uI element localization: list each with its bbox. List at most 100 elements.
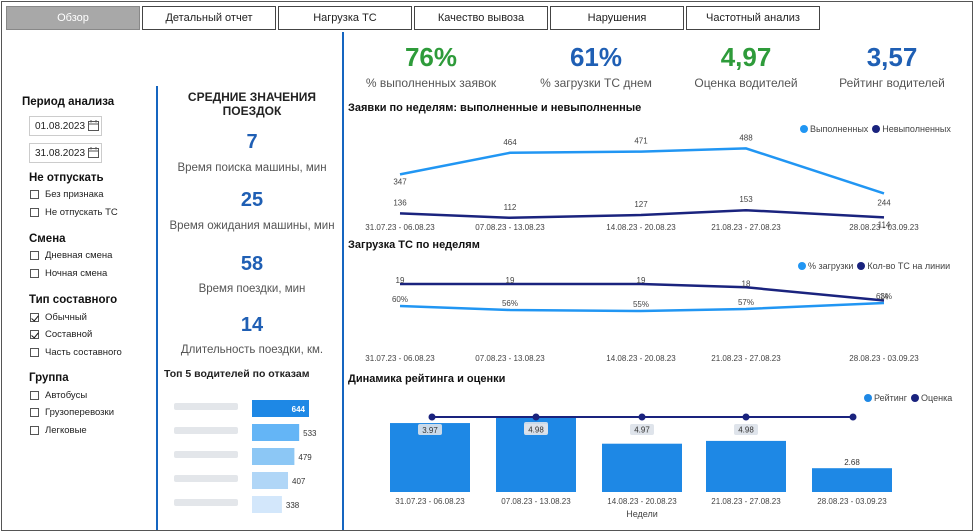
checkbox-box[interactable] [30,251,39,260]
legend-dot-vehicle-count [857,262,866,270]
legend-label-not-completed: Невыполненных [882,124,951,134]
data-label: 244 [877,198,891,207]
checkbox-day-shift[interactable]: Дневная смена [30,250,112,261]
label-bg [630,424,654,435]
data-label: 347 [393,177,407,186]
x-tick-label: 28.08.23 - 03.09.23 [849,354,919,363]
avg-search-time-value: 7 [246,131,258,153]
kpi-completed-caption: % выполненных заявок [365,76,497,90]
series-line-count [400,282,885,302]
date-from-value: 01.08.2023 [35,120,86,132]
checkbox-freight[interactable]: Грузоперевозки [30,407,114,418]
x-tick-label: 07.08.23 - 13.08.23 [501,497,571,506]
series-line-1 [399,208,885,220]
data-label-score: 4.98 [738,426,754,435]
top5-title: Топ 5 водителей по отказам [164,368,310,380]
top5-drivers-chart: 644 533 479 407 338 [174,400,317,513]
data-label: 19 [637,276,646,285]
label-bg [524,424,548,435]
checkbox-label: Не отпускать ТС [45,207,118,218]
checkbox-composite-part[interactable]: Часть составного [30,347,122,358]
checkbox-night-shift[interactable]: Ночная смена [30,268,107,279]
data-label: 114 [878,220,891,229]
bar-rating [812,468,892,492]
tab-detailed-report[interactable]: Детальный отчет [142,6,276,30]
checkbox-box[interactable] [30,313,39,322]
driver-bar [252,424,300,441]
kpi-load-value: 61% [569,42,623,72]
checkbox-regular[interactable]: Обычный [30,312,87,323]
legend-dot-load-percent [798,262,806,270]
checkbox-box[interactable] [30,348,39,357]
kpi-score-caption: Оценка водителей [694,76,798,90]
score-point [742,413,750,421]
data-label: 127 [634,200,648,209]
x-tick-label: 21.08.23 - 27.08.23 [711,223,781,232]
checkbox-box[interactable] [30,190,39,199]
avg-trip-length-caption: Длительность поездки, км. [180,344,324,356]
x-tick-label: 31.07.23 - 06.08.23 [395,497,465,506]
checkbox-label: Составной [45,329,93,340]
data-label-score: 4.97 [634,426,650,435]
checkbox-box[interactable] [30,330,39,339]
rating-combo-chart: 3.974.153.383.462.684.984.974.9831.07.23… [390,413,892,519]
checkbox-box[interactable] [30,269,39,278]
checkbox-label: Легковые [45,425,87,436]
driver-value-label: 644 [292,405,306,414]
x-tick-label: 14.08.23 - 20.08.23 [606,354,676,363]
x-tick-label: 31.07.23 - 06.08.23 [365,223,435,232]
type-title: Тип составного [29,294,118,306]
checkbox-box[interactable] [30,426,39,435]
checkbox-composite[interactable]: Составной [30,329,92,340]
checkbox-label: Без признака [45,189,104,200]
data-label: 112 [504,203,517,212]
x-tick-label: 07.08.23 - 13.08.23 [475,223,545,232]
checkbox-box[interactable] [30,208,39,217]
checkbox-label: Ночная смена [45,268,108,279]
checkbox-box[interactable] [30,408,39,417]
score-point [638,413,646,421]
checkbox-label: Дневная смена [45,250,113,261]
tab-vehicle-load[interactable]: Нагрузка ТС [278,6,412,30]
x-axis-label: Недели [626,509,658,519]
checkbox-buses[interactable]: Автобусы [30,390,87,401]
date-from-input[interactable]: 01.08.2023 [29,116,102,136]
x-tick-label: 14.08.23 - 20.08.23 [606,223,676,232]
data-label: 56% [502,299,518,308]
avg-trip-length-value: 14 [240,314,264,336]
tab-frequency-analysis[interactable]: Частотный анализ [686,6,820,30]
calendar-icon[interactable] [88,147,99,158]
checkbox-no-flag[interactable]: Без признака [30,189,104,200]
data-label: 60% [392,295,408,304]
tab-violations[interactable]: Нарушения [550,6,684,30]
legend-label-rating: Рейтинг [874,393,908,403]
avg-search-time-caption: Время поиска машины, мин [177,162,327,174]
avg-trip-time-caption: Время поездки, мин [198,283,306,295]
date-to-value: 31.08.2023 [35,147,86,159]
series-line-0 [399,147,885,195]
averages-title: СРЕДНИЕ ЗНАЧЕНИЯ ПОЕЗДОК [187,90,317,118]
data-label: 471 [634,137,648,146]
tab-removal-quality[interactable]: Качество вывоза [414,6,548,30]
checkbox-box[interactable] [30,391,39,400]
x-tick-label: 31.07.23 - 06.08.23 [365,354,435,363]
driver-value-label: 479 [298,453,312,462]
legend-dot-completed [800,125,808,133]
group-title: Группа [29,372,69,384]
tab-overview[interactable]: Обзор [6,6,140,30]
driver-value-label: 338 [286,501,300,510]
calendar-icon[interactable] [88,120,99,131]
legend-label-load-percent: % загрузки [808,261,854,271]
checkbox-cars[interactable]: Легковые [30,425,87,436]
data-label: 136 [393,198,407,207]
driver-value-label: 533 [303,429,317,438]
checkbox-label: Грузоперевозки [45,407,115,418]
driver-name-blurred [174,475,238,482]
date-to-input[interactable]: 31.08.2023 [29,143,102,163]
checkbox-hold-vehicle[interactable]: Не отпускать ТС [30,207,118,218]
data-label: 55% [633,300,649,309]
driver-bar [252,448,295,465]
avg-wait-time-value: 25 [240,189,264,211]
orders-chart-legend: Выполненных Невыполненных [800,124,951,134]
